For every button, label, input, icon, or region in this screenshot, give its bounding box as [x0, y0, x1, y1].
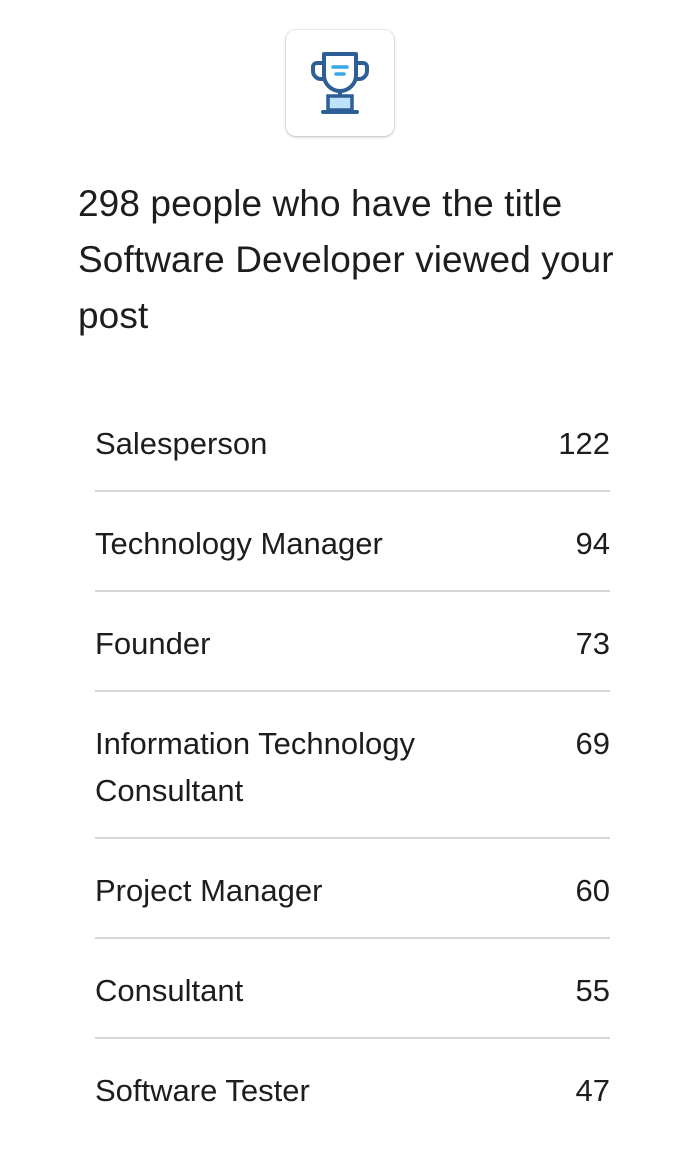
title-row: Consultant 55	[95, 939, 610, 1039]
title-label: Project Manager	[95, 873, 323, 908]
title-label: Salesperson	[95, 426, 268, 461]
title-label: Founder	[95, 626, 211, 661]
viewers-headline: 298 people who have the title Software D…	[78, 183, 614, 336]
title-row: Project Manager 60	[95, 839, 610, 939]
title-row: Information Technology Consultant 69	[95, 692, 610, 839]
title-count: 122	[558, 426, 610, 461]
title-row: Technology Manager 94	[95, 492, 610, 592]
title-label: Technology Manager	[95, 526, 383, 561]
title-count: 47	[575, 1073, 610, 1108]
trophy-badge	[286, 30, 394, 136]
title-row: Software Tester 47	[95, 1039, 610, 1137]
title-row: Founder 73	[95, 592, 610, 692]
title-label: Consultant	[95, 973, 244, 1008]
title-count: 60	[575, 873, 610, 908]
title-label: Information Technology Consultant	[95, 726, 415, 808]
title-count: 69	[575, 726, 610, 761]
title-count: 73	[575, 626, 610, 661]
title-count: 55	[575, 973, 610, 1008]
viewer-titles-list: Salesperson 122 Technology Manager 94 Fo…	[95, 392, 610, 1137]
title-row: Salesperson 122	[95, 392, 610, 492]
title-label: Software Tester	[95, 1073, 310, 1108]
trophy-icon	[311, 52, 369, 114]
title-count: 94	[575, 526, 610, 561]
